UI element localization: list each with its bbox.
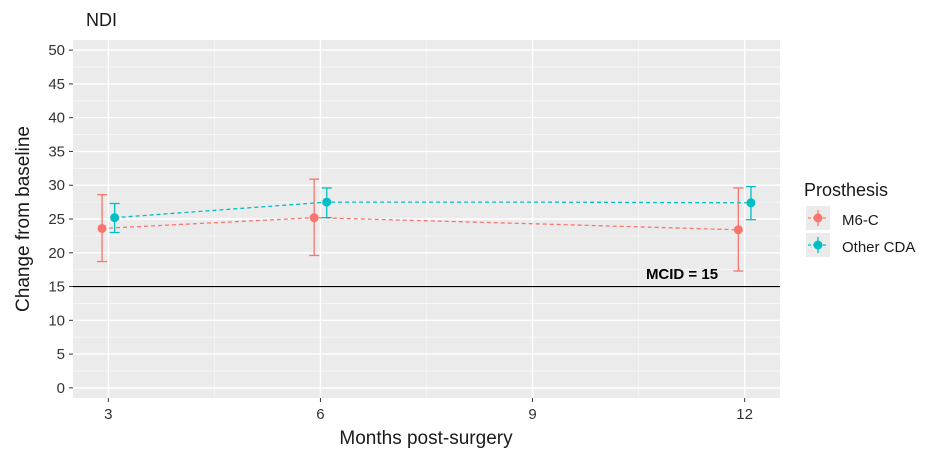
y-tick-label: 15 [48,279,65,296]
y-tick-label: 20 [48,245,65,262]
data-point [309,213,319,223]
data-point [97,223,107,233]
data-point [110,213,120,223]
legend-key-point [813,213,823,223]
series-line [114,201,751,219]
x-axis-label: Months post-surgery [339,428,513,449]
y-tick-label: 10 [48,312,65,329]
y-tick-label: 25 [48,211,65,228]
legend-key-point [813,240,823,250]
data-point [733,225,743,235]
data-point [746,198,756,208]
legend-label-other-cda: Other CDA [842,239,915,256]
y-tick-label: 40 [48,110,65,127]
series-layer [97,178,756,272]
y-tick-label: 30 [48,177,65,194]
reference-line-label: MCID = 15 [646,266,718,283]
y-tick-label: 0 [57,380,65,397]
x-tick-label: 3 [104,406,112,423]
legend-label-m6c: M6-C [842,212,879,229]
major-gridlines [73,40,780,398]
y-tick-label: 45 [48,76,65,93]
x-tick-label: 9 [528,406,536,423]
legend: Prosthesis M6-C Other CDA [804,180,915,257]
data-point [322,197,332,207]
x-tick-label: 12 [736,406,753,423]
y-tick-label: 5 [57,346,65,363]
chart-title: NDI [86,10,117,30]
x-axis-ticks: 3 6 9 12 [104,398,753,423]
series-line [102,216,739,231]
y-axis-ticks: 0 5 10 15 20 25 30 35 40 45 50 [48,42,73,397]
y-tick-label: 35 [48,143,65,160]
legend-title: Prosthesis [804,180,888,200]
y-tick-label: 50 [48,42,65,59]
x-tick-label: 6 [316,406,324,423]
y-axis-label: Change from baseline [13,126,34,312]
